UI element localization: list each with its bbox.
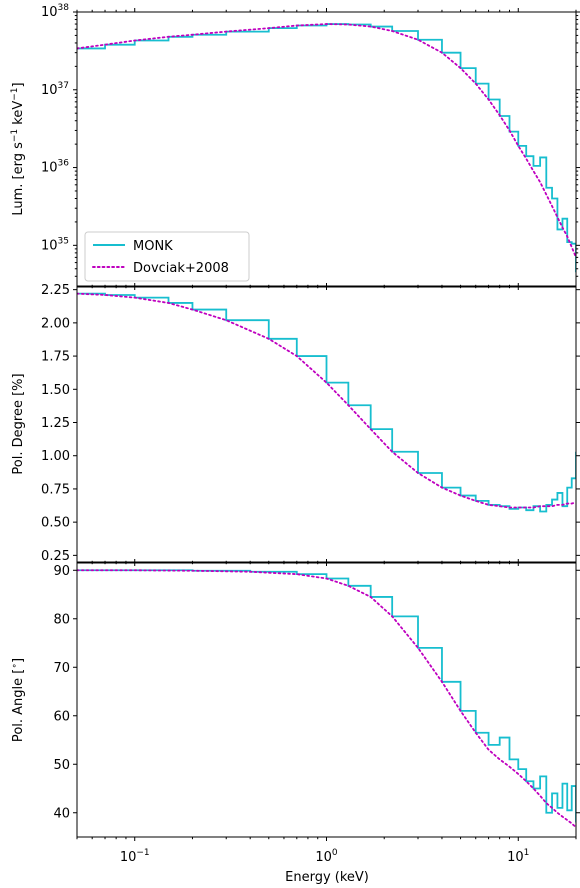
y-tick-label: 60	[53, 709, 70, 724]
legend-dovciak-label: Dovciak+2008	[133, 261, 229, 276]
y-tick-label: 1036	[41, 159, 69, 176]
x-tick-label: 100	[315, 848, 338, 865]
legend: MONK Dovciak+2008	[84, 231, 250, 282]
y-tick-label: 1038	[41, 3, 69, 20]
pol-angle-y-axis-label: Pol. Angle [∘]	[10, 658, 26, 742]
y-tick-label: 0.25	[41, 549, 70, 564]
y-tick-label: 0.50	[41, 516, 70, 531]
y-tick-label: 1035	[41, 236, 69, 253]
x-tick-label: 10−1	[120, 848, 150, 865]
pol-angle-panel: 40 50 60 70 80 90 10−1 100 101 Pol. Angle [∘] E…	[10, 559, 580, 885]
y-tick-label: 40	[53, 806, 70, 821]
luminosity-panel: 1035 1036 1037 1038 Lum. [erg s−1 keV−1] MO…	[10, 3, 580, 290]
pol-degree-panel: 0.25 0.50 0.75 1.00 1.25 1.50 1.75 2.00 2.25 Pol…	[11, 283, 580, 566]
x-axis-label: Energy (keV)	[285, 870, 369, 885]
x-tick-label: 101	[507, 848, 529, 865]
y-tick-label: 1.50	[41, 383, 70, 398]
y-tick-label: 50	[53, 758, 70, 773]
y-tick-label: 1.75	[41, 350, 70, 365]
y-tick-label: 0.75	[41, 482, 70, 497]
legend-monk-label: MONK	[133, 239, 173, 254]
y-tick-label: 2.00	[41, 316, 70, 331]
y-tick-label: 70	[53, 661, 70, 676]
series-dovciak-line	[77, 569, 576, 829]
series-dovciak-line	[77, 23, 576, 259]
series-monk-line	[77, 292, 576, 513]
y-tick-label: 1037	[41, 81, 69, 98]
y-tick-label: 90	[53, 564, 70, 579]
series-monk-line	[77, 569, 576, 823]
luminosity-y-axis-label: Lum. [erg s−1 keV−1]	[10, 82, 26, 215]
series-dovciak-line	[77, 292, 576, 509]
y-tick-label: 2.25	[41, 283, 70, 298]
series-monk-line	[77, 23, 576, 273]
y-tick-label: 80	[53, 612, 70, 627]
y-tick-label: 1.25	[41, 416, 70, 431]
y-tick-label: 1.00	[41, 449, 70, 464]
pol-degree-y-axis-label: Pol. Degree [%]	[11, 373, 26, 474]
